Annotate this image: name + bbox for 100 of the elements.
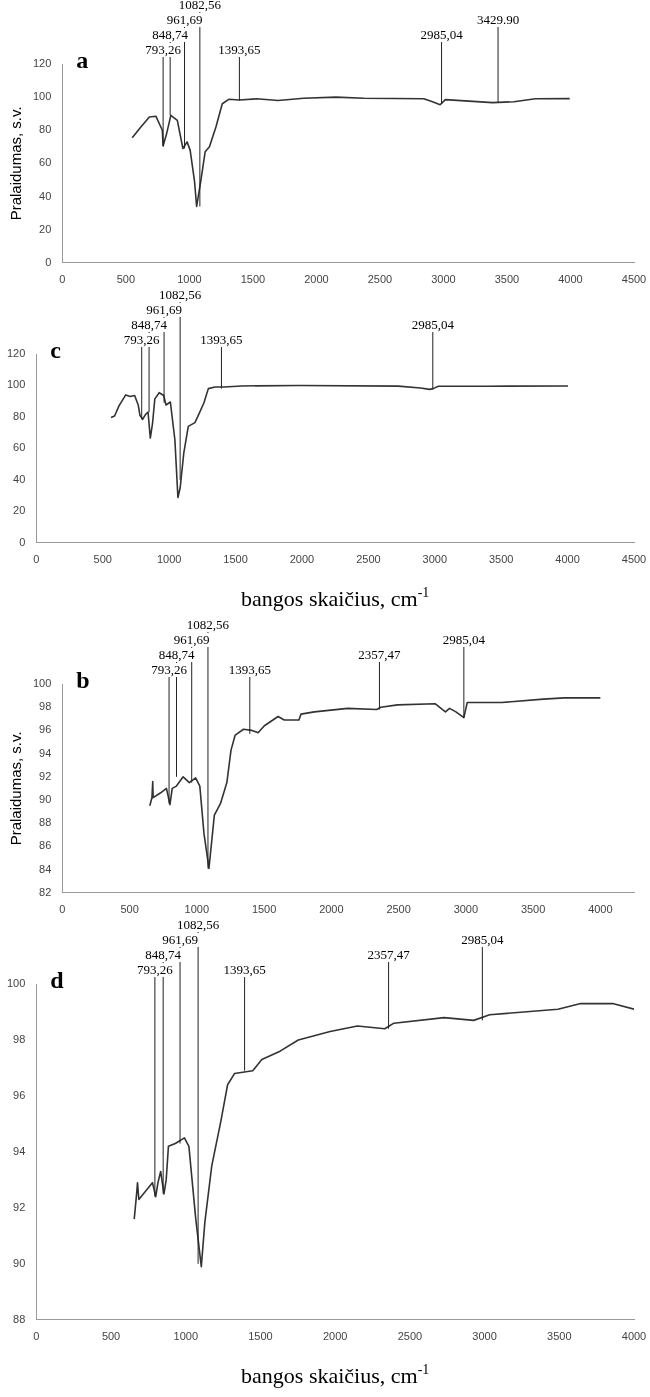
annotation: 961,69 <box>166 12 203 27</box>
y-tick-label: 80 <box>13 409 26 422</box>
x-tick-label: 3500 <box>494 273 520 286</box>
x-tick-label: 2000 <box>319 903 344 916</box>
annotation: 1393,65 <box>200 332 243 347</box>
annotation: 2985,04 <box>411 317 455 332</box>
x-tick-label: 1000 <box>184 903 210 916</box>
y-tick-label: 86 <box>39 839 52 852</box>
x-tick-label: 2500 <box>386 903 411 916</box>
y-tick-label: 100 <box>6 378 26 391</box>
x-tick-label: 2500 <box>367 273 393 286</box>
x-tick-label: 4000 <box>588 903 613 916</box>
y-tick-label: 100 <box>32 90 52 103</box>
x-tick-label: 1500 <box>223 553 248 566</box>
annotation: 1393,65 <box>223 962 266 977</box>
x-tick-label: 500 <box>101 1330 121 1343</box>
annotation: 793,26 <box>123 332 161 347</box>
x-tick-label: 1000 <box>177 273 202 286</box>
y-tick-label: 98 <box>39 700 52 713</box>
annotation: 848,74 <box>158 647 195 662</box>
annotation: 961,69 <box>173 632 210 647</box>
y-tick-label: 92 <box>39 769 52 782</box>
y-tick-label: 120 <box>32 57 52 70</box>
annotation: 2357,47 <box>358 647 402 662</box>
x-tick-label: 1500 <box>248 1330 273 1343</box>
x-tick-label: 1500 <box>251 903 277 916</box>
annotation: 848,74 <box>152 27 189 42</box>
y-tick-label: 20 <box>39 222 52 235</box>
annotation: 1082,56 <box>176 917 220 932</box>
annotation: 961,69 <box>146 302 182 317</box>
x-tick-label: 4500 <box>621 273 647 286</box>
x-tick-label: 500 <box>120 903 139 916</box>
annotation: 1082,56 <box>178 0 222 12</box>
y-tick-label: 40 <box>13 472 26 485</box>
x-tick-label: 3000 <box>472 1330 497 1343</box>
annotation: 848,74 <box>145 947 182 962</box>
y-axis-title: Pralaidumas, s.v. <box>7 106 25 221</box>
annotation: 1082,56 <box>159 287 202 302</box>
y-tick-label: 92 <box>13 1200 26 1213</box>
x-tick-label: 4000 <box>555 553 580 566</box>
y-tick-label: 60 <box>39 156 52 169</box>
x-tick-label: 2500 <box>356 553 381 566</box>
x-tick-label: 500 <box>116 273 136 286</box>
x-tick-label: 2500 <box>397 1330 423 1343</box>
x-tick-label: 4000 <box>621 1330 647 1343</box>
y-tick-label: 88 <box>13 1312 26 1325</box>
x-tick-label: 3000 <box>453 903 479 916</box>
y-tick-label: 98 <box>13 1033 26 1045</box>
annotation: 793,26 <box>145 42 182 57</box>
y-tick-label: 94 <box>13 1144 26 1157</box>
y-tick-label: 40 <box>39 189 52 202</box>
y-tick-label: 100 <box>32 677 52 690</box>
x-tick-label: 3500 <box>488 553 514 566</box>
x-tick-label: 1000 <box>173 1330 199 1343</box>
annotation: 793,26 <box>151 662 188 677</box>
x-tick-label: 500 <box>93 553 112 566</box>
annotation: 3429.90 <box>476 12 520 27</box>
annotation: 1082,56 <box>186 617 230 632</box>
chart-title: a <box>76 47 89 73</box>
x-tick-label: 3000 <box>431 273 456 286</box>
annotation: 1393,65 <box>228 662 271 677</box>
x-tick-label: 3500 <box>520 903 546 916</box>
annotation: 2985,04 <box>442 632 486 647</box>
annotation: 1393,65 <box>218 42 261 57</box>
x-tick-label: 3000 <box>422 553 448 566</box>
annotation: 961,69 <box>162 932 198 947</box>
annotation: 793,26 <box>137 962 174 977</box>
y-tick-label: 0 <box>45 255 52 268</box>
x-tick-label: 2000 <box>304 273 329 286</box>
x-tick-label: 0 <box>59 903 66 916</box>
x-tick-label: 4500 <box>621 553 647 566</box>
y-tick-label: 90 <box>39 793 52 806</box>
y-tick-label: 84 <box>39 862 52 875</box>
y-tick-label: 96 <box>39 723 52 736</box>
y-tick-label: 82 <box>39 885 52 898</box>
y-tick-label: 0 <box>19 535 26 548</box>
x-tick-label: 1000 <box>156 553 182 566</box>
x-tick-label: 1500 <box>240 273 266 286</box>
x-tick-label: 3500 <box>547 1330 572 1343</box>
y-axis-title: Pralaidumas, s.v. <box>7 731 25 846</box>
y-tick-label: 90 <box>13 1256 26 1269</box>
x-tick-label: 2000 <box>289 553 315 566</box>
chart-title: d <box>50 967 65 993</box>
y-tick-label: 96 <box>13 1088 26 1101</box>
y-tick-label: 60 <box>13 441 26 454</box>
annotation: 2985,04 <box>461 932 504 947</box>
y-tick-label: 120 <box>6 347 26 360</box>
y-tick-label: 20 <box>13 504 26 517</box>
x-tick-label: 0 <box>59 273 66 286</box>
annotation: 848,74 <box>131 317 168 332</box>
x-tick-label: 4000 <box>558 273 583 286</box>
y-tick-label: 80 <box>39 123 52 136</box>
annotation: 2357,47 <box>367 947 411 962</box>
y-tick-label: 88 <box>39 816 52 829</box>
chart-title: c <box>50 337 62 363</box>
x-tick-label: 2000 <box>322 1330 348 1343</box>
chart-title: b <box>76 667 90 693</box>
y-tick-label: 100 <box>6 977 26 990</box>
annotation: 2985,04 <box>420 27 464 42</box>
y-tick-label: 94 <box>39 746 52 759</box>
